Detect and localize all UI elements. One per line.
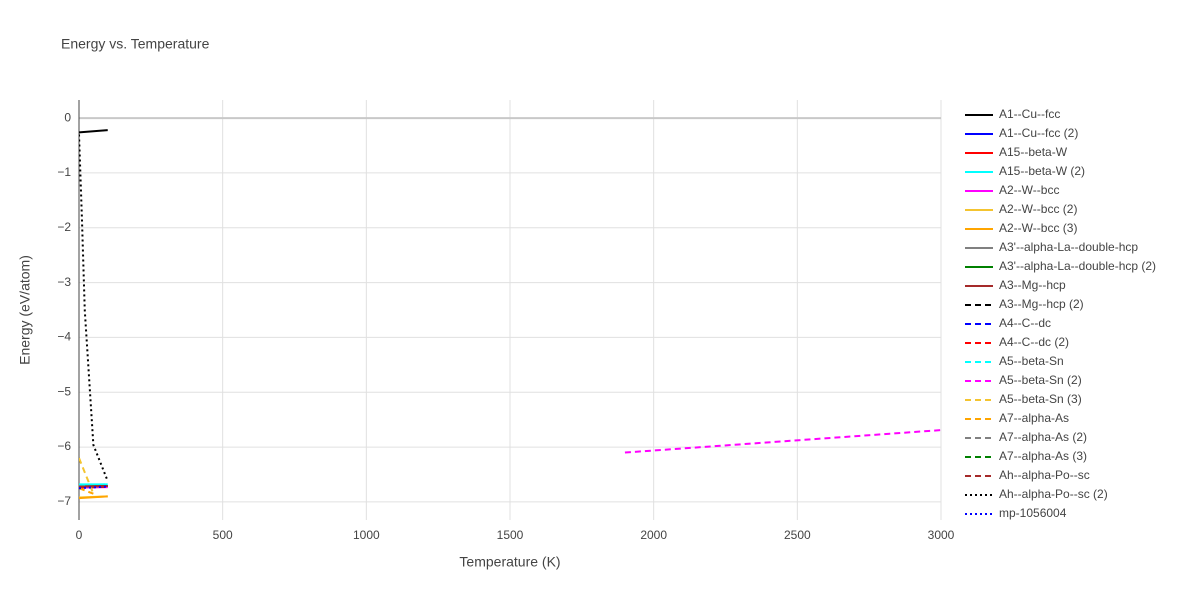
x-tick-label: 1500 — [497, 528, 524, 542]
x-tick-label: 0 — [76, 528, 83, 542]
y-tick-label: −5 — [57, 384, 71, 398]
x-tick-label: 500 — [213, 528, 233, 542]
legend-label: A15--beta-W — [999, 145, 1068, 159]
legend-label: A15--beta-W (2) — [999, 164, 1085, 178]
legend-label: A5--beta-Sn (2) — [999, 373, 1082, 387]
legend-label: A7--alpha-As (3) — [999, 449, 1087, 463]
y-tick-label: −3 — [57, 275, 71, 289]
y-axis-title: Energy (eV/atom) — [17, 255, 33, 365]
y-tick-label: −1 — [57, 165, 71, 179]
x-tick-label: 1000 — [353, 528, 380, 542]
series-line — [79, 487, 94, 495]
legend-label: A3'--alpha-La--double-hcp — [999, 240, 1138, 254]
x-tick-label: 2500 — [784, 528, 811, 542]
legend-label: mp-1056004 — [999, 506, 1067, 520]
series-line — [624, 429, 941, 454]
legend-label: Ah--alpha-Po--sc — [999, 468, 1090, 482]
legend-label: A1--Cu--fcc — [999, 107, 1060, 121]
y-tick-label: −7 — [57, 494, 71, 508]
legend-label: A3'--alpha-La--double-hcp (2) — [999, 259, 1156, 273]
legend-label: A2--W--bcc (2) — [999, 202, 1077, 216]
y-tick-label: −6 — [57, 439, 71, 453]
series-line — [79, 129, 108, 134]
chart-title: Energy vs. Temperature — [61, 36, 210, 52]
legend-label: Ah--alpha-Po--sc (2) — [999, 487, 1108, 501]
x-tick-label: 2000 — [640, 528, 667, 542]
legend-label: A7--alpha-As — [999, 411, 1069, 425]
series-line — [79, 495, 108, 500]
legend-label: A5--beta-Sn — [999, 354, 1064, 368]
legend-label: A2--W--bcc — [999, 183, 1059, 197]
legend-label: A7--alpha-As (2) — [999, 430, 1087, 444]
series-line — [79, 134, 109, 482]
x-axis-title: Temperature (K) — [459, 554, 560, 570]
series-line — [79, 483, 108, 486]
legend-label: A1--Cu--fcc (2) — [999, 126, 1078, 140]
legend-label: A4--C--dc (2) — [999, 335, 1069, 349]
y-tick-label: −2 — [57, 220, 71, 234]
series-line — [79, 485, 108, 488]
y-tick-label: 0 — [64, 110, 71, 124]
legend-label: A5--beta-Sn (3) — [999, 392, 1082, 406]
legend-label: A3--Mg--hcp (2) — [999, 297, 1084, 311]
legend-label: A3--Mg--hcp — [999, 278, 1066, 292]
legend-label: A2--W--bcc (3) — [999, 221, 1077, 235]
x-tick-label: 3000 — [928, 528, 955, 542]
legend-label: A4--C--dc — [999, 316, 1051, 330]
y-tick-label: −4 — [57, 330, 71, 344]
